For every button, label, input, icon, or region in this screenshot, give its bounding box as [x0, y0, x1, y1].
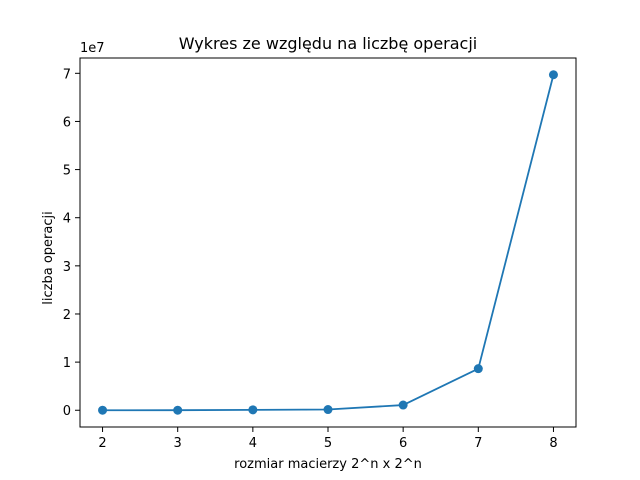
x-tick-label: 6 [399, 436, 407, 451]
x-tick-label: 7 [474, 436, 482, 451]
x-axis-label: rozmiar macierzy 2^n x 2^n [234, 457, 422, 472]
y-tick-label: 5 [63, 164, 71, 179]
x-tick-label: 2 [98, 436, 106, 451]
data-point [323, 405, 333, 415]
data-point [98, 405, 108, 415]
y-tick-label: 6 [63, 115, 71, 130]
x-tick-label: 5 [324, 436, 332, 451]
chart-title: Wykres ze względu na liczbę operacji [179, 34, 477, 53]
y-tick-label: 2 [63, 308, 71, 323]
y-tick-label: 1 [63, 356, 71, 371]
axes-frame [79, 57, 577, 428]
y-axis-label: liczba operacji [41, 211, 56, 304]
plot-area: 2 3 4 5 6 7 8 0 1 2 3 4 5 6 7 [63, 57, 577, 451]
data-point [173, 405, 183, 415]
y-tick-label: 7 [63, 67, 71, 82]
data-point [548, 70, 558, 80]
x-tick-label: 3 [174, 436, 182, 451]
data-point [398, 400, 408, 410]
y-offset-text: 1e7 [80, 41, 105, 56]
data-point [248, 405, 258, 415]
x-tick-label: 8 [549, 436, 557, 451]
y-tick-label: 0 [63, 404, 71, 419]
y-tick-label: 4 [63, 212, 71, 227]
data-point [473, 364, 483, 374]
y-tick-label: 3 [63, 260, 71, 275]
x-tick-label: 4 [249, 436, 257, 451]
